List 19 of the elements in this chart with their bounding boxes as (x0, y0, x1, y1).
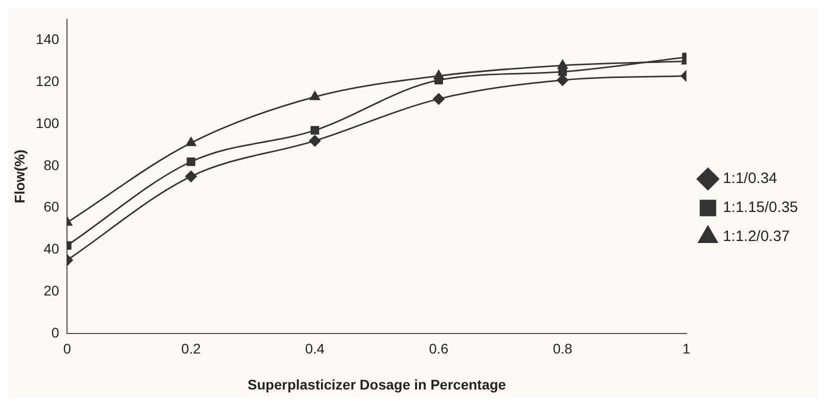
x-axis-title: Superplasticizer Dosage in Percentage (248, 376, 506, 392)
legend-label: 1:1.2/0.37 (722, 228, 790, 246)
x-tick-label: 0.2 (181, 340, 201, 357)
legend-label: 1:1/0.34 (722, 170, 778, 188)
x-tick-label: 0.8 (552, 340, 573, 357)
x-tick-label: 0.4 (305, 340, 325, 357)
y-tick-label: 60 (44, 198, 60, 215)
y-tick-label: 120 (36, 73, 60, 90)
x-tick-label: 0.6 (428, 340, 449, 357)
y-tick-label: 140 (36, 31, 60, 48)
x-tick-label: 0 (63, 340, 72, 357)
legend-label: 1:1.15/0.35 (722, 199, 798, 216)
y-tick-label: 80 (44, 156, 60, 173)
x-tick-label: 1 (682, 340, 691, 357)
y-tick-label: 20 (44, 282, 60, 298)
y-tick-label: 40 (44, 240, 60, 257)
y-tick-label: 0 (51, 324, 60, 340)
y-axis-title: Flow(%) (11, 150, 28, 204)
y-tick-label: 100 (36, 114, 60, 131)
